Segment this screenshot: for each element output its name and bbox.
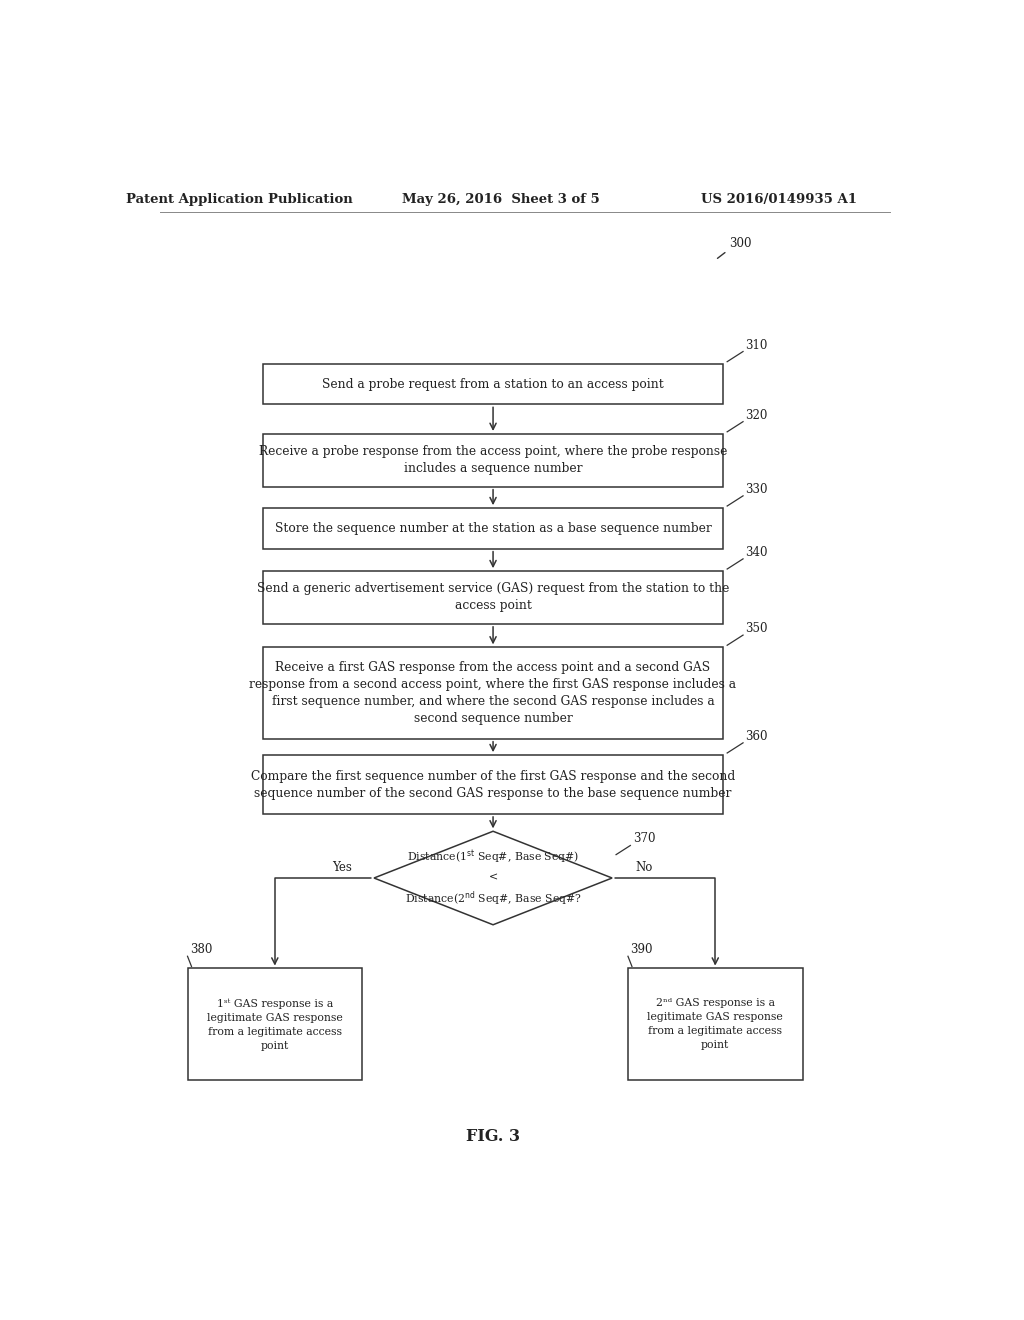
FancyBboxPatch shape	[263, 434, 723, 487]
Text: 340: 340	[745, 546, 768, 558]
Text: 370: 370	[633, 833, 655, 846]
Text: Yes: Yes	[333, 862, 352, 874]
Text: Send a generic advertisement service (GAS) request from the station to the
acces: Send a generic advertisement service (GA…	[257, 582, 729, 612]
Text: 310: 310	[745, 338, 768, 351]
Text: Compare the first sequence number of the first GAS response and the second
seque: Compare the first sequence number of the…	[251, 770, 735, 800]
FancyBboxPatch shape	[263, 647, 723, 739]
Text: 380: 380	[189, 944, 212, 956]
Text: Receive a probe response from the access point, where the probe response
include: Receive a probe response from the access…	[259, 445, 727, 475]
FancyBboxPatch shape	[263, 755, 723, 814]
Text: Distance(2$^{\mathrm{nd}}$ Seq#, Base Seq#?: Distance(2$^{\mathrm{nd}}$ Seq#, Base Se…	[404, 890, 582, 908]
Text: 360: 360	[745, 730, 768, 743]
Text: 390: 390	[631, 944, 653, 956]
Text: Receive a first GAS response from the access point and a second GAS
response fro: Receive a first GAS response from the ac…	[250, 661, 736, 725]
FancyBboxPatch shape	[628, 969, 803, 1080]
FancyBboxPatch shape	[263, 364, 723, 404]
FancyBboxPatch shape	[263, 572, 723, 624]
Text: 350: 350	[745, 622, 768, 635]
Text: <: <	[488, 873, 498, 883]
Text: 1ˢᵗ GAS response is a
legitimate GAS response
from a legitimate access
point: 1ˢᵗ GAS response is a legitimate GAS res…	[207, 998, 343, 1051]
Text: Send a probe request from a station to an access point: Send a probe request from a station to a…	[323, 378, 664, 391]
Text: 2ⁿᵈ GAS response is a
legitimate GAS response
from a legitimate access
point: 2ⁿᵈ GAS response is a legitimate GAS res…	[647, 998, 783, 1051]
Text: Store the sequence number at the station as a base sequence number: Store the sequence number at the station…	[274, 521, 712, 535]
Text: Patent Application Publication: Patent Application Publication	[126, 193, 352, 206]
Text: 300: 300	[729, 236, 752, 249]
FancyBboxPatch shape	[263, 508, 723, 549]
Text: 330: 330	[745, 483, 768, 496]
Text: FIG. 3: FIG. 3	[466, 1127, 520, 1144]
Text: No: No	[635, 862, 652, 874]
Text: US 2016/0149935 A1: US 2016/0149935 A1	[700, 193, 857, 206]
Text: Distance(1$^{\mathrm{st}}$ Seq#, Base Seq#): Distance(1$^{\mathrm{st}}$ Seq#, Base Se…	[407, 849, 580, 866]
FancyBboxPatch shape	[187, 969, 362, 1080]
Text: 320: 320	[745, 409, 768, 421]
Polygon shape	[374, 832, 612, 925]
Text: May 26, 2016  Sheet 3 of 5: May 26, 2016 Sheet 3 of 5	[402, 193, 600, 206]
